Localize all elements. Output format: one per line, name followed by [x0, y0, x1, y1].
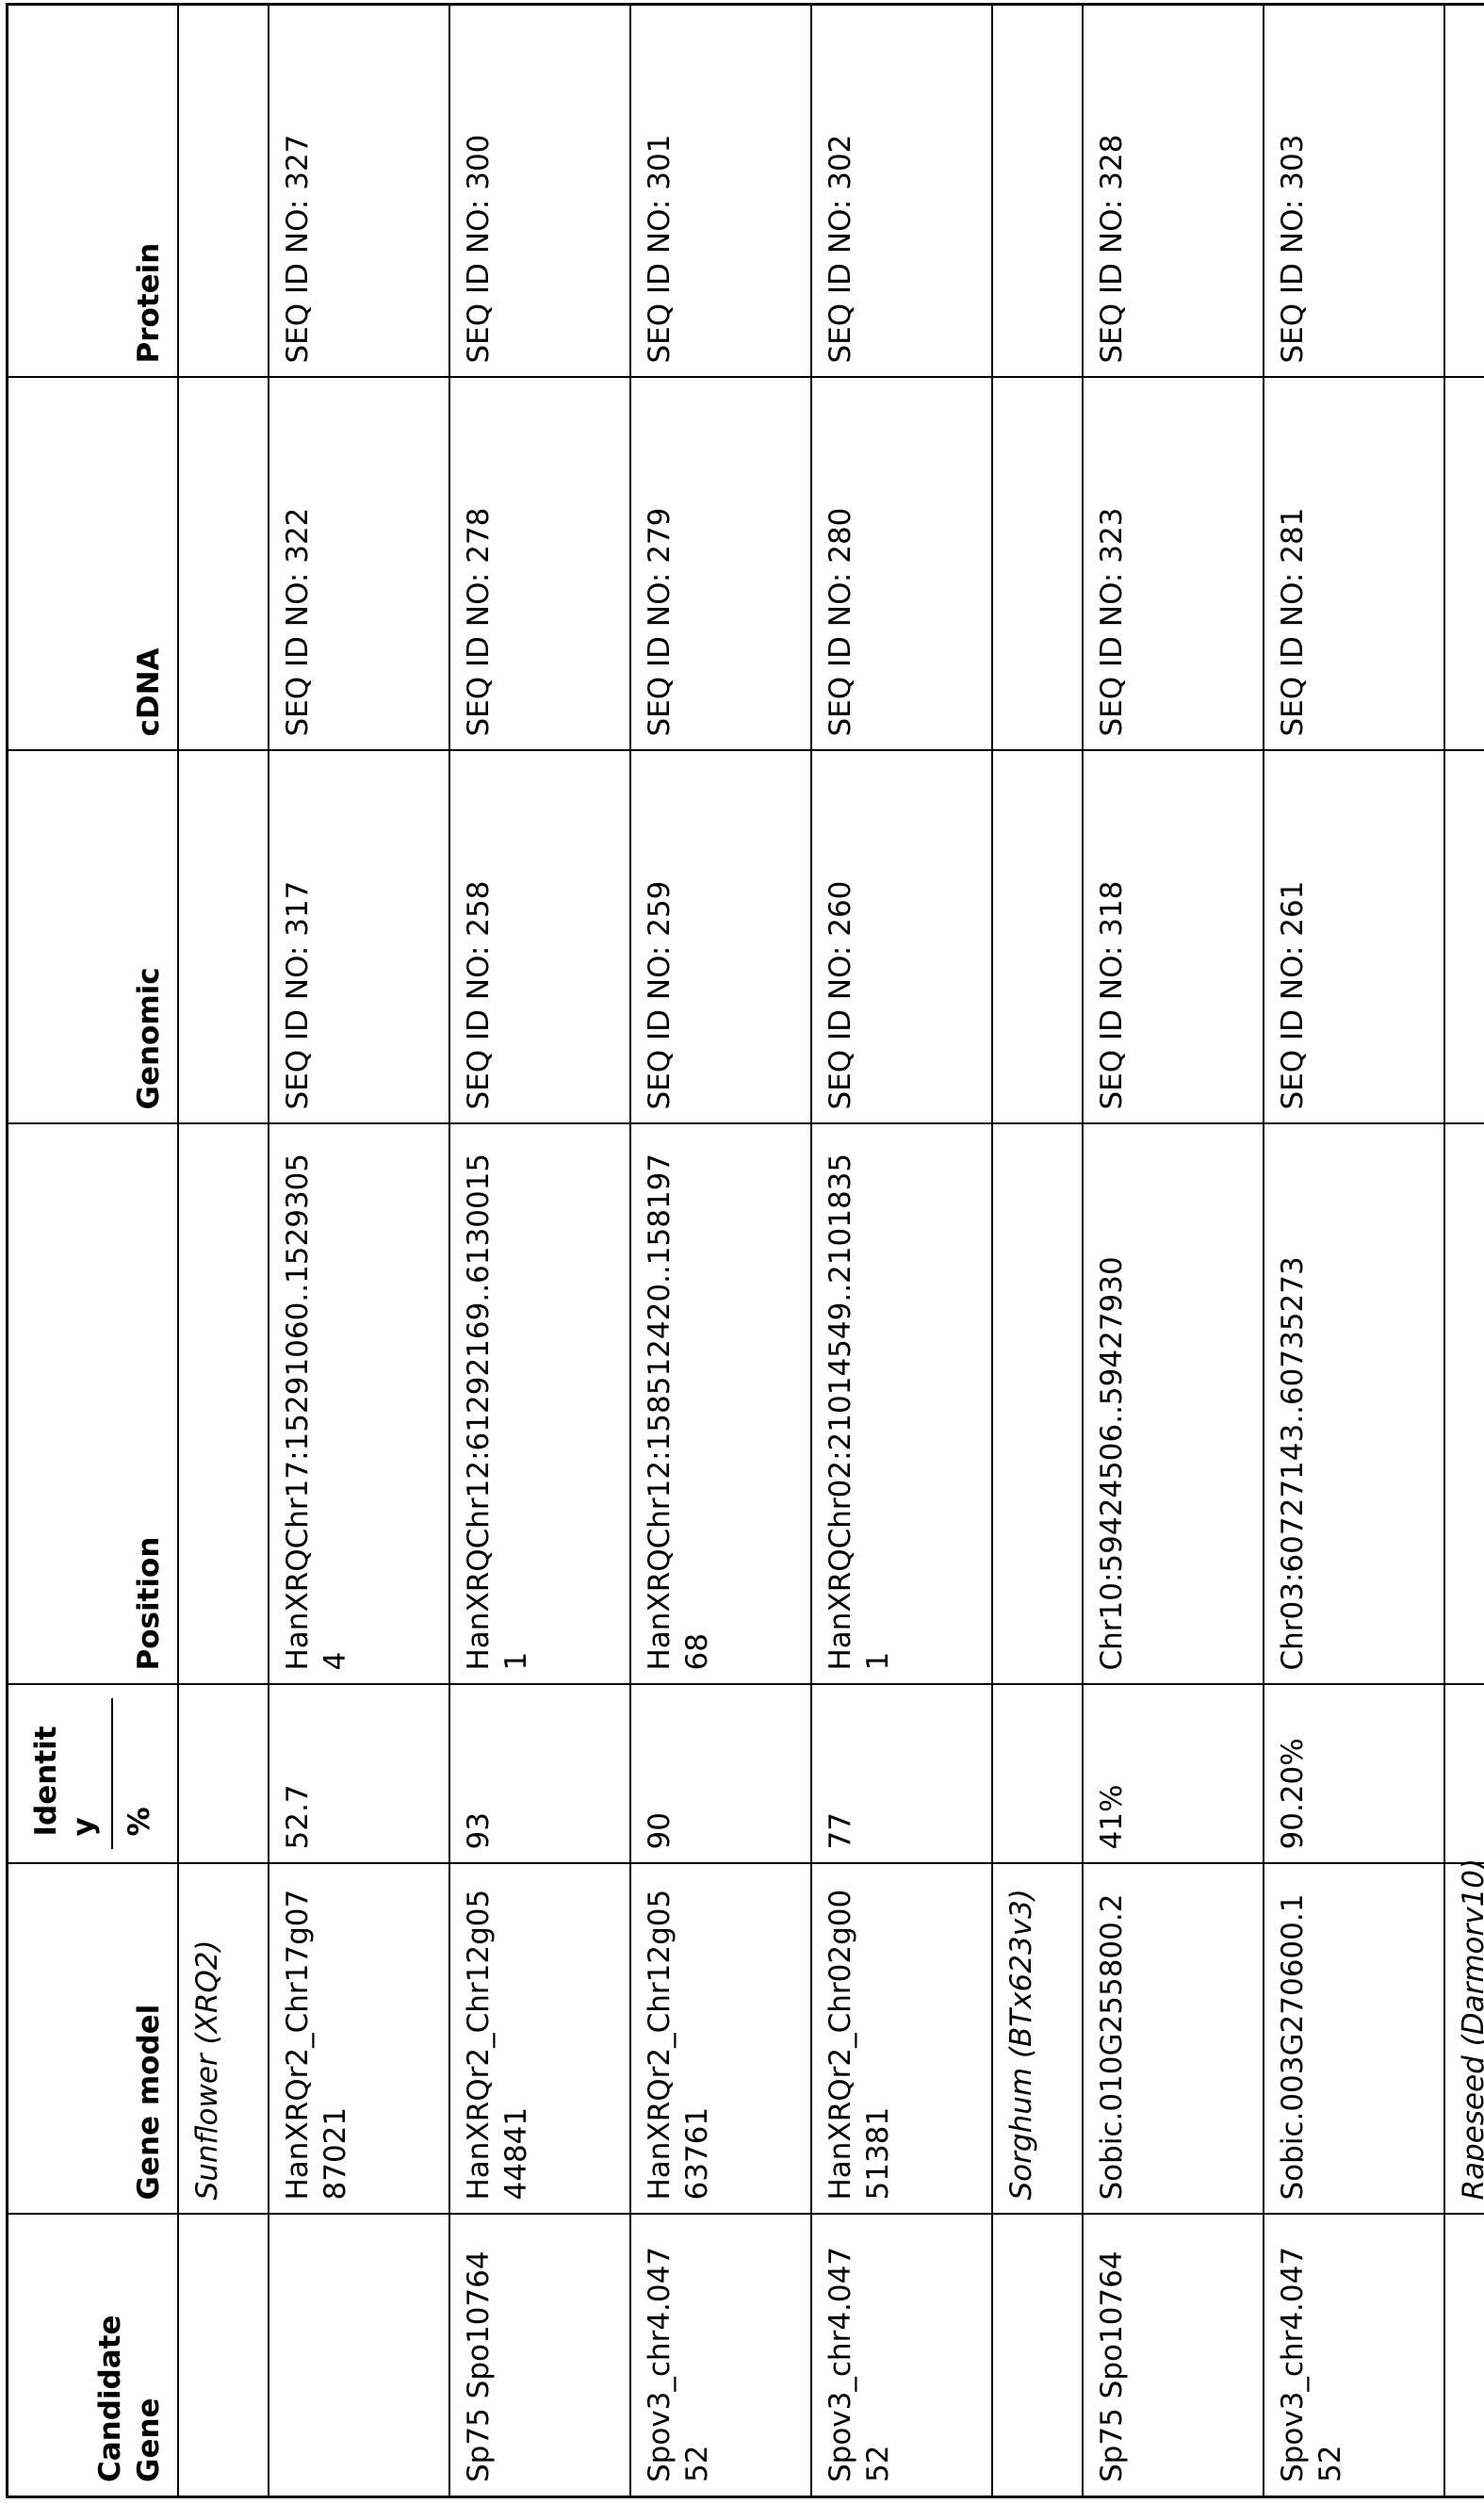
- species-row-spacer: [178, 5, 269, 378]
- species-row-spacer: [178, 1685, 269, 1864]
- cell-gene-model: HanXRQr2_Chr12g0563761: [630, 1864, 811, 2215]
- cell-protein-seq-id: SEQ ID NO: 327: [269, 5, 449, 378]
- column-header-cdna: cDNA: [8, 378, 178, 751]
- column-header-identity-bottom: %: [113, 1699, 168, 1850]
- column-header-protein: Protein: [8, 5, 178, 378]
- cell-identity: 90: [630, 1685, 811, 1864]
- species-row-spacer: [992, 1124, 1083, 1685]
- cell-genomic-seq-id: SEQ ID NO: 261: [1264, 751, 1444, 1124]
- column-header-identity: Identity %: [8, 1685, 178, 1864]
- cell-identity: 41%: [1083, 1685, 1264, 1864]
- species-row-spacer: [1444, 1124, 1484, 1685]
- column-header-identity-top: Identity: [18, 1699, 113, 1850]
- cell-identity: 52.7: [269, 1685, 449, 1864]
- cell-candidate-gene: Spov3_chr4.04752: [811, 2215, 992, 2497]
- column-header-genomic: Genomic: [8, 751, 178, 1124]
- species-row-spacer: [1444, 2215, 1484, 2497]
- species-label: Sorghum (BTx623v3): [992, 1864, 1083, 2215]
- cell-genomic-seq-id: SEQ ID NO: 318: [1083, 751, 1264, 1124]
- species-section-row: Rapeseed (Darmorv10): [1444, 5, 1484, 2497]
- species-label: Rapeseed (Darmorv10): [1444, 1864, 1484, 2215]
- candidate-gene-table: Candidate Gene Gene model Identity % Pos…: [6, 3, 1484, 2498]
- species-row-spacer: [1444, 378, 1484, 751]
- table-row: Sp75 Spo10764 HanXRQr2_Chr12g0544841 93 …: [449, 5, 630, 2497]
- cell-position: HanXRQChr02:21014549..21018351: [811, 1124, 992, 1685]
- species-row-spacer: [1444, 1685, 1484, 1864]
- species-section-row: Sunflower (XRQ2): [178, 5, 269, 2497]
- cell-gene-model: Sobic.003G270600.1: [1264, 1864, 1444, 2215]
- cell-identity: 90.20%: [1264, 1685, 1444, 1864]
- species-section-row: Sorghum (BTx623v3): [992, 5, 1083, 2497]
- species-row-spacer: [178, 2215, 269, 2497]
- cell-position: Chr03:60727143..60735273: [1264, 1124, 1444, 1685]
- species-row-spacer: [992, 751, 1083, 1124]
- species-row-spacer: [178, 751, 269, 1124]
- table-row: HanXRQr2_Chr17g0787021 52.7 HanXRQChr17:…: [269, 5, 449, 2497]
- cell-position: HanXRQChr17:15291060..15293054: [269, 1124, 449, 1685]
- cell-gene-model: Sobic.010G255800.2: [1083, 1864, 1264, 2215]
- cell-genomic-seq-id: SEQ ID NO: 259: [630, 751, 811, 1124]
- cell-genomic-seq-id: SEQ ID NO: 260: [811, 751, 992, 1124]
- species-label: Sunflower (XRQ2): [178, 1864, 269, 2215]
- table-row: Spov3_chr4.04752 Sobic.003G270600.1 90.2…: [1264, 5, 1444, 2497]
- cell-protein-seq-id: SEQ ID NO: 302: [811, 5, 992, 378]
- rotated-table-wrapper: Candidate Gene Gene model Identity % Pos…: [0, 0, 1484, 2504]
- cell-candidate-gene: Sp75 Spo10764: [449, 2215, 630, 2497]
- species-row-spacer: [992, 1685, 1083, 1864]
- table-row: Spov3_chr4.04752 HanXRQr2_Chr02g0051381 …: [811, 5, 992, 2497]
- cell-position: Chr10:59424506..59427930: [1083, 1124, 1264, 1685]
- species-row-spacer: [992, 5, 1083, 378]
- cell-protein-seq-id: SEQ ID NO: 328: [1083, 5, 1264, 378]
- species-row-spacer: [992, 378, 1083, 751]
- cell-position: HanXRQChr12:61292169..61300151: [449, 1124, 630, 1685]
- cell-gene-model: HanXRQr2_Chr12g0544841: [449, 1864, 630, 2215]
- cell-candidate-gene: Sp75 Spo10764: [1083, 2215, 1264, 2497]
- cell-gene-model: HanXRQr2_Chr17g0787021: [269, 1864, 449, 2215]
- table-row: Spov3_chr4.04752 HanXRQr2_Chr12g0563761 …: [630, 5, 811, 2497]
- cell-identity: 77: [811, 1685, 992, 1864]
- species-row-spacer: [178, 378, 269, 751]
- cell-cdna-seq-id: SEQ ID NO: 323: [1083, 378, 1264, 751]
- cell-cdna-seq-id: SEQ ID NO: 279: [630, 378, 811, 751]
- cell-cdna-seq-id: SEQ ID NO: 281: [1264, 378, 1444, 751]
- species-row-spacer: [178, 1124, 269, 1685]
- cell-gene-model: HanXRQr2_Chr02g0051381: [811, 1864, 992, 2215]
- species-row-spacer: [992, 2215, 1083, 2497]
- column-header-gene-model: Gene model: [8, 1864, 178, 2215]
- cell-position: HanXRQChr12:158512420..15819768: [630, 1124, 811, 1685]
- cell-candidate-gene: [269, 2215, 449, 2497]
- cell-identity: 93: [449, 1685, 630, 1864]
- cell-candidate-gene: Spov3_chr4.04752: [1264, 2215, 1444, 2497]
- cell-candidate-gene: Spov3_chr4.04752: [630, 2215, 811, 2497]
- table-row: Sp75 Spo10764 Sobic.010G255800.2 41% Chr…: [1083, 5, 1264, 2497]
- column-header-position: Position: [8, 1124, 178, 1685]
- cell-cdna-seq-id: SEQ ID NO: 280: [811, 378, 992, 751]
- cell-protein-seq-id: SEQ ID NO: 301: [630, 5, 811, 378]
- cell-protein-seq-id: SEQ ID NO: 303: [1264, 5, 1444, 378]
- table-header-row: Candidate Gene Gene model Identity % Pos…: [8, 5, 178, 2497]
- cell-cdna-seq-id: SEQ ID NO: 278: [449, 378, 630, 751]
- cell-genomic-seq-id: SEQ ID NO: 258: [449, 751, 630, 1124]
- species-row-spacer: [1444, 751, 1484, 1124]
- cell-cdna-seq-id: SEQ ID NO: 322: [269, 378, 449, 751]
- species-row-spacer: [1444, 5, 1484, 378]
- column-header-candidate-gene: Candidate Gene: [8, 2215, 178, 2497]
- cell-genomic-seq-id: SEQ ID NO: 317: [269, 751, 449, 1124]
- cell-protein-seq-id: SEQ ID NO: 300: [449, 5, 630, 378]
